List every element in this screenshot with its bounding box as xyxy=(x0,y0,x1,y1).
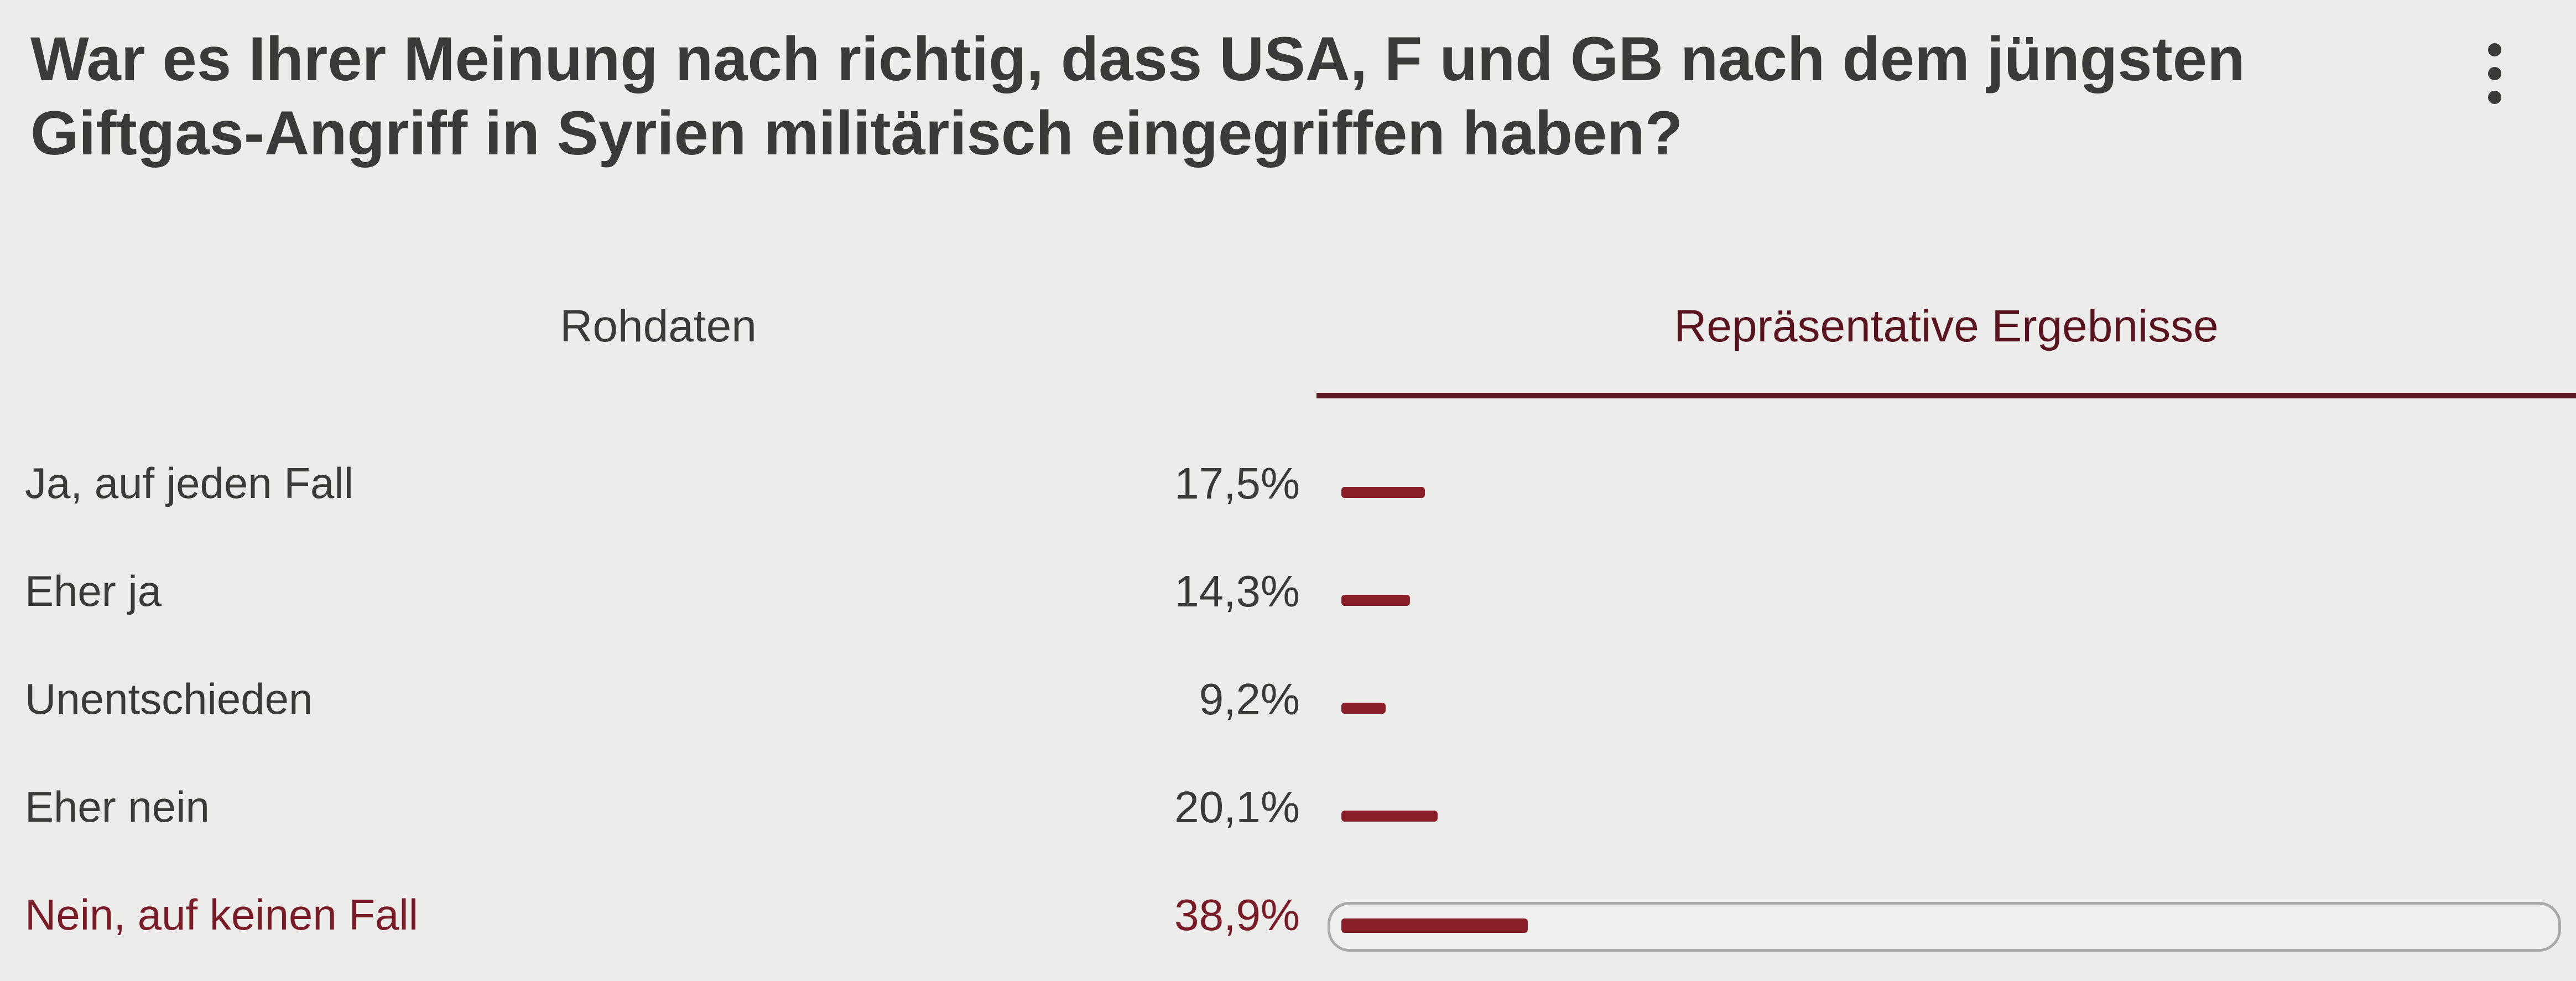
more-options-icon[interactable] xyxy=(2484,32,2506,115)
menu-dot xyxy=(2488,67,2501,80)
tab-representative-results[interactable]: Repräsentative Ergebnisse xyxy=(1674,301,2219,351)
result-bar xyxy=(1341,487,1425,498)
result-percent: 9,2% xyxy=(1199,674,1300,724)
menu-dot xyxy=(2488,91,2501,104)
result-label: Eher ja xyxy=(25,567,162,615)
result-bar-track xyxy=(1328,470,2561,520)
result-bar-track xyxy=(1328,578,2561,628)
result-bar xyxy=(1341,918,1528,933)
result-bar xyxy=(1341,811,1438,822)
menu-dot xyxy=(2488,43,2501,56)
result-bar-track xyxy=(1328,794,2561,844)
result-label: Eher nein xyxy=(25,782,210,831)
result-label: Nein, auf keinen Fall xyxy=(25,890,419,939)
result-bar xyxy=(1341,595,1410,606)
result-bar-track xyxy=(1328,686,2561,736)
result-bar-track xyxy=(1328,902,2561,952)
result-label: Ja, auf jeden Fall xyxy=(25,459,354,507)
poll-question: War es Ihrer Meinung nach richtig, dass … xyxy=(30,24,2245,168)
result-percent: 20,1% xyxy=(1174,782,1300,832)
result-bar xyxy=(1341,703,1386,714)
result-row-yes-definitely[interactable]: Ja, auf jeden Fall 17,5% xyxy=(0,448,2576,531)
result-percent: 17,5% xyxy=(1174,459,1300,508)
result-row-undecided[interactable]: Unentschieden 9,2% xyxy=(0,664,2576,747)
result-row-no-definitely[interactable]: Nein, auf keinen Fall 38,9% xyxy=(0,880,2576,963)
active-tab-indicator xyxy=(1316,393,2576,398)
result-percent: 14,3% xyxy=(1174,567,1300,616)
result-row-rather-yes[interactable]: Eher ja 14,3% xyxy=(0,556,2576,639)
result-label: Unentschieden xyxy=(25,674,313,723)
tab-raw-data[interactable]: Rohdaten xyxy=(560,301,757,351)
results-tabs: Rohdaten Repräsentative Ergebnisse xyxy=(0,288,2576,398)
result-percent: 38,9% xyxy=(1174,890,1300,940)
result-row-rather-no[interactable]: Eher nein 20,1% xyxy=(0,772,2576,855)
